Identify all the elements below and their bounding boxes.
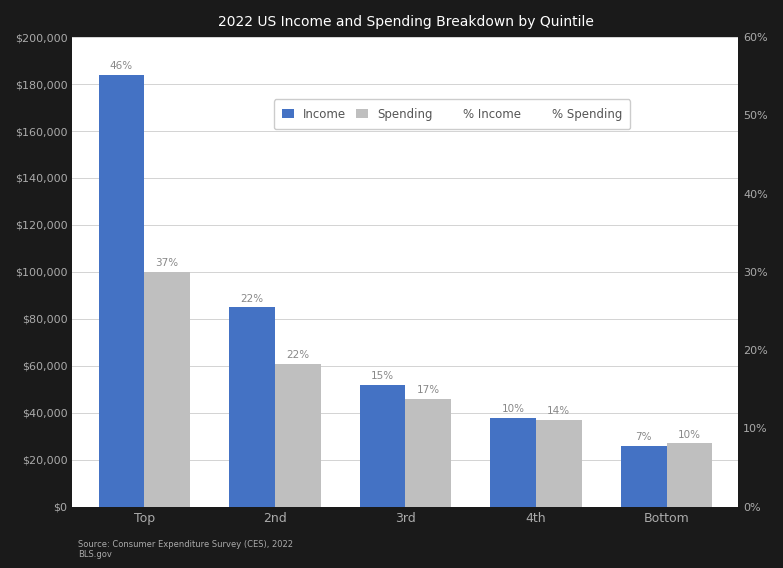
Text: 10%: 10% (502, 404, 525, 414)
Text: 22%: 22% (286, 350, 309, 360)
Text: 10%: 10% (678, 430, 701, 440)
Bar (99, 74, 144, 507)
Bar (490, 417, 536, 507)
Text: 14%: 14% (547, 406, 571, 416)
Bar (229, 307, 275, 507)
Bar (621, 446, 666, 507)
Bar (275, 364, 320, 507)
Bar (406, 399, 451, 507)
Bar (144, 272, 190, 507)
Legend: Income, Spending, % Income, % Spending: Income, Spending, % Income, % Spending (273, 99, 630, 129)
Bar (536, 420, 582, 507)
Title: 2022 US Income and Spending Breakdown by Quintile: 2022 US Income and Spending Breakdown by… (218, 15, 594, 29)
Text: 37%: 37% (156, 258, 179, 269)
Bar (359, 385, 406, 507)
Text: 22%: 22% (240, 294, 264, 304)
Text: 7%: 7% (636, 432, 652, 442)
Text: 17%: 17% (417, 385, 440, 395)
Text: 15%: 15% (371, 371, 394, 381)
Text: Source: Consumer Expenditure Survey (CES), 2022
BLS.gov: Source: Consumer Expenditure Survey (CES… (78, 540, 294, 559)
Text: 46%: 46% (110, 61, 133, 71)
Bar (666, 444, 713, 507)
